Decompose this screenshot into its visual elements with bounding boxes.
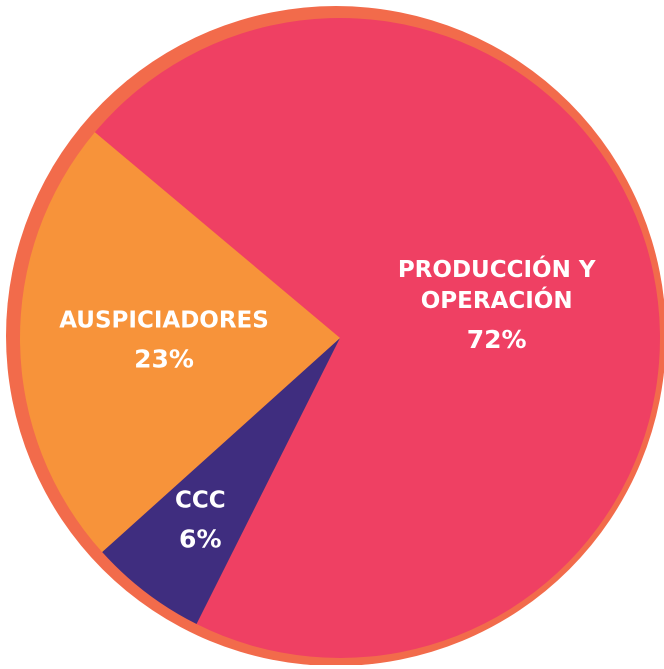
category-label: PRODUCCIÓN Y OPERACIÓN [397, 256, 596, 314]
slice-label: CCC 6% [80, 486, 320, 557]
value-label: 72% [466, 324, 527, 354]
value-label: 6% [179, 524, 222, 554]
pie-slice [19, 132, 340, 553]
pie-slice [102, 338, 341, 625]
value-label: 23% [134, 344, 194, 374]
pie-slice [94, 17, 660, 658]
slice-label: PRODUCCIÓN Y OPERACIÓN 72% [377, 255, 617, 357]
slice-label: AUSPICIADORES 23% [44, 306, 284, 377]
category-label: AUSPICIADORES [59, 307, 269, 334]
category-label: CCC [174, 487, 226, 514]
